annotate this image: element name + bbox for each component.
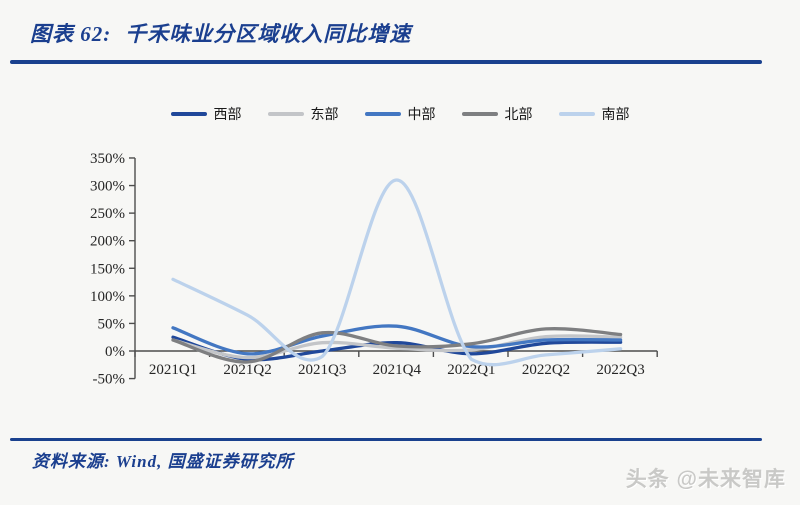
legend-label-central: 中部	[407, 108, 436, 123]
series-line-north	[171, 327, 623, 364]
watermark: 头条 @未来智库	[625, 468, 786, 491]
source-note: 资料来源: Wind, 国盛证券研究所	[32, 452, 294, 471]
legend-label-north: 北部	[504, 108, 533, 123]
y-axis-label: 250%	[90, 206, 125, 222]
legend-label-south: 南部	[601, 108, 630, 123]
legend-item-central: 中部	[364, 104, 436, 124]
y-axis-label: -50%	[93, 372, 126, 388]
y-axis-label: 50%	[98, 316, 126, 332]
legend-swatch-west	[170, 112, 207, 116]
y-axis-label: 100%	[90, 289, 125, 305]
legend-swatch-south	[558, 112, 595, 116]
x-axis-label: 2022Q2	[522, 362, 570, 378]
y-axis-label: 200%	[90, 234, 125, 250]
x-axis-label: 2022Q3	[596, 362, 644, 378]
figure-title: 千禾味业分区域收入同比增速	[125, 22, 412, 46]
y-axis-label: 0%	[105, 344, 125, 360]
x-axis-label: 2022Q1	[447, 362, 495, 378]
top-divider	[10, 60, 762, 64]
legend-item-north: 北部	[461, 104, 533, 124]
figure-label: 图表 62:	[30, 22, 112, 46]
series-line-west	[171, 335, 623, 362]
legend-label-east: 东部	[310, 108, 339, 123]
bottom-divider	[10, 438, 762, 441]
x-axis-label: 2021Q3	[298, 362, 346, 378]
legend-item-east: 东部	[267, 104, 339, 124]
series-line-south	[171, 178, 623, 367]
legend-swatch-central	[364, 112, 401, 116]
x-axis-label: 2021Q4	[373, 362, 422, 378]
series-line-central	[171, 324, 623, 356]
y-axis-label: 300%	[90, 179, 125, 195]
y-axis-label: 350%	[90, 151, 125, 167]
figure-title-row: 图表 62: 千禾味业分区域收入同比增速	[30, 18, 411, 48]
line-chart: 350% 300% 250% 200% 150% 100% 50% 0% -50% 2021Q1 2…	[90, 151, 658, 388]
legend-label-west: 西部	[213, 108, 242, 123]
legend-swatch-north	[461, 112, 498, 116]
chart-legend: 西部 东部 中部 北部 南部	[0, 104, 800, 124]
y-axis-label: 150%	[90, 261, 125, 277]
x-axis-label: 2021Q1	[149, 362, 197, 378]
legend-item-south: 南部	[558, 104, 630, 124]
y-axis	[129, 157, 136, 380]
legend-swatch-east	[267, 112, 304, 116]
series-line-east	[171, 334, 623, 360]
x-axis-label: 2021Q2	[223, 362, 271, 378]
legend-item-west: 西部	[170, 104, 242, 124]
